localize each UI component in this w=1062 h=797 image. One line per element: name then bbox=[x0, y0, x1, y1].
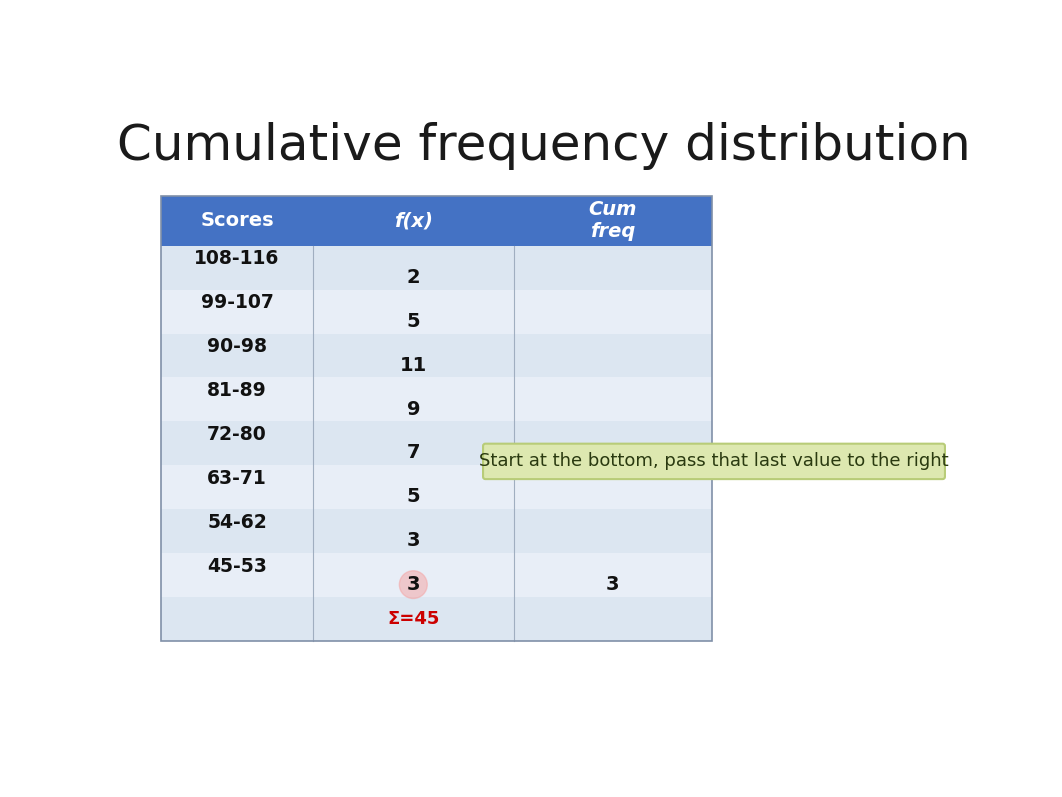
Text: 3: 3 bbox=[407, 575, 421, 594]
Text: 72-80: 72-80 bbox=[207, 425, 267, 444]
Text: Cumulative frequency distribution: Cumulative frequency distribution bbox=[118, 122, 971, 170]
Bar bbox=[514, 334, 712, 378]
Text: 45-53: 45-53 bbox=[207, 556, 267, 575]
Bar bbox=[312, 553, 514, 597]
Bar bbox=[161, 553, 312, 597]
Bar bbox=[514, 196, 712, 245]
Bar bbox=[161, 196, 312, 245]
Bar bbox=[312, 196, 514, 245]
Text: 3: 3 bbox=[606, 575, 619, 594]
Text: 63-71: 63-71 bbox=[207, 469, 267, 488]
Bar bbox=[312, 334, 514, 378]
Text: 99-107: 99-107 bbox=[201, 293, 273, 312]
Text: 108-116: 108-116 bbox=[194, 249, 279, 269]
Text: Σ=45: Σ=45 bbox=[388, 610, 440, 628]
Bar bbox=[312, 509, 514, 553]
Bar bbox=[312, 245, 514, 289]
Bar bbox=[312, 597, 514, 641]
Text: 7: 7 bbox=[407, 443, 421, 462]
Text: f(x): f(x) bbox=[394, 211, 432, 230]
Text: 2: 2 bbox=[407, 268, 421, 287]
Text: Scores: Scores bbox=[200, 211, 274, 230]
Bar bbox=[514, 597, 712, 641]
Bar bbox=[161, 378, 312, 422]
Text: 3: 3 bbox=[407, 532, 421, 550]
Bar bbox=[514, 509, 712, 553]
Bar bbox=[312, 289, 514, 334]
Bar bbox=[514, 245, 712, 289]
Text: 5: 5 bbox=[407, 487, 421, 506]
Bar bbox=[514, 422, 712, 465]
Text: 81-89: 81-89 bbox=[207, 381, 267, 400]
Bar bbox=[161, 289, 312, 334]
Bar bbox=[161, 196, 712, 641]
Text: Cum
freq: Cum freq bbox=[588, 200, 637, 241]
Text: 90-98: 90-98 bbox=[207, 337, 267, 356]
Text: 54-62: 54-62 bbox=[207, 512, 267, 532]
Text: 9: 9 bbox=[407, 399, 421, 418]
Bar bbox=[161, 597, 312, 641]
Bar bbox=[161, 422, 312, 465]
Bar bbox=[161, 245, 312, 289]
Bar bbox=[161, 465, 312, 509]
Circle shape bbox=[399, 571, 427, 599]
Bar bbox=[514, 553, 712, 597]
FancyBboxPatch shape bbox=[483, 444, 945, 479]
Bar bbox=[312, 422, 514, 465]
Bar bbox=[161, 509, 312, 553]
Bar bbox=[514, 289, 712, 334]
Text: Start at the bottom, pass that last value to the right: Start at the bottom, pass that last valu… bbox=[479, 453, 948, 470]
Text: 5: 5 bbox=[407, 312, 421, 331]
Text: 11: 11 bbox=[399, 355, 427, 375]
Bar bbox=[514, 465, 712, 509]
Bar bbox=[161, 334, 312, 378]
Bar bbox=[514, 378, 712, 422]
Bar bbox=[312, 378, 514, 422]
Bar bbox=[312, 465, 514, 509]
